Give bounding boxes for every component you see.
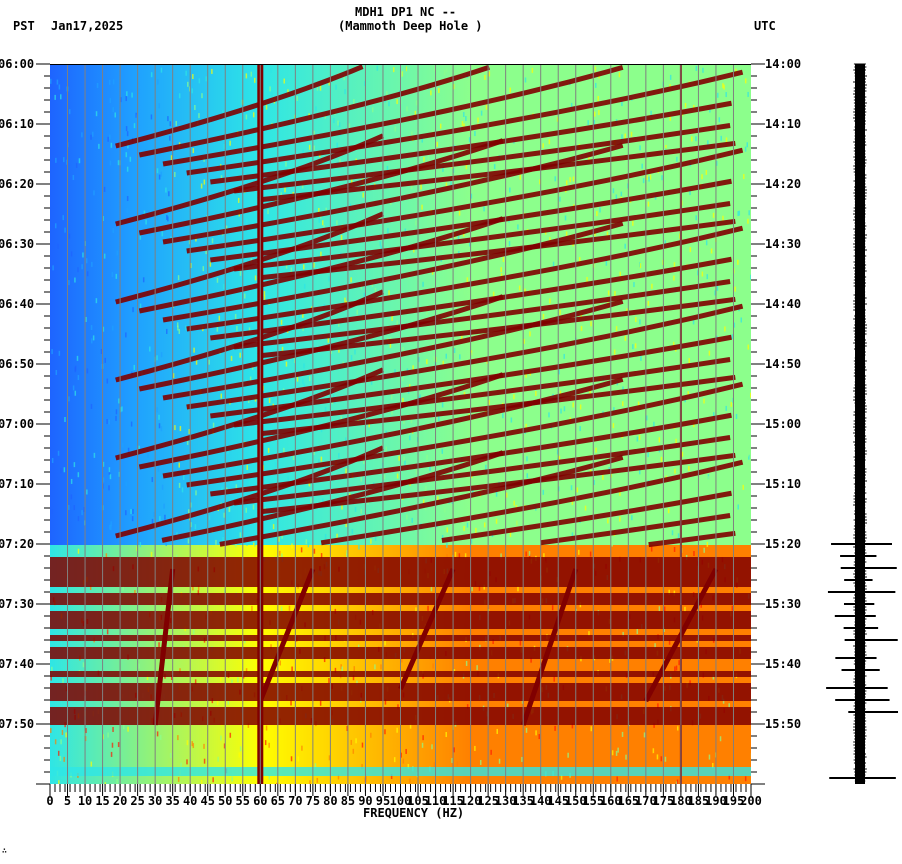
left-timezone: PST [13,19,35,33]
x-tick: 145 [547,794,570,808]
right-timezone: UTC [754,19,776,33]
x-tick: 175 [652,794,675,808]
y-tick-right: 15:20 [765,537,802,551]
x-tick: 90 [358,794,373,808]
y-tick-left: 07:20 [0,537,35,551]
y-tick-right: 14:50 [765,357,802,371]
x-tick: 15 [95,794,110,808]
x-tick: 140 [529,794,552,808]
spectrogram-plot [50,64,751,784]
x-tick: 30 [147,794,163,808]
x-tick: 10 [77,794,93,808]
x-tick: 0 [46,794,54,808]
x-tick: 190 [705,794,727,808]
x-tick: 95 [375,794,391,808]
footer-mark: ∴ [2,846,7,855]
x-tick: 40 [182,794,198,808]
y-tick-left: 07:50 [0,717,35,731]
y-tick-right: 15:10 [765,477,802,491]
x-tick: 75 [305,794,321,808]
x-tick: 200 [740,794,762,808]
x-tick: 150 [564,794,587,808]
y-tick-left: 07:30 [0,597,35,611]
x-tick: 130 [494,794,517,808]
x-tick: 80 [323,794,338,808]
y-tick-left: 06:00 [0,57,35,71]
y-tick-left: 06:10 [0,117,35,131]
x-tick: 165 [617,794,640,808]
x-tick: 120 [459,794,482,808]
y-tick-left: 07:40 [0,657,35,671]
y-tick-right: 14:40 [765,297,802,311]
y-tick-right: 14:00 [765,57,802,71]
x-tick: 110 [424,794,447,808]
x-tick: 60 [253,794,268,808]
x-tick: 195 [722,794,745,808]
y-tick-left: 06:40 [0,297,35,311]
x-tick: 35 [165,794,180,808]
x-tick: 45 [200,794,215,808]
x-tick: 155 [582,794,605,808]
x-tick: 115 [442,794,464,808]
x-tick: 160 [599,794,622,808]
y-tick-left: 06:20 [0,177,35,191]
y-tick-right: 15:30 [765,597,802,611]
x-tick: 5 [63,794,72,808]
x-tick: 25 [130,794,145,808]
x-tick: 100 [389,794,412,808]
x-tick: 125 [477,794,499,808]
y-tick-right: 14:10 [765,117,802,131]
x-tick: 50 [218,794,233,808]
x-tick: 55 [235,794,250,808]
x-tick: 65 [270,794,286,808]
x-tick: 85 [340,794,356,808]
y-tick-right: 15:00 [765,417,802,431]
x-tick: 185 [687,794,710,808]
x-axis-title: FREQUENCY (HZ) [363,806,465,820]
date-label: Jan17,2025 [51,19,124,33]
y-tick-left: 07:00 [0,417,35,431]
spectrogram-image [50,65,751,784]
x-tick: 105 [407,794,429,808]
y-tick-right: 14:30 [765,237,802,251]
seismogram-trace [826,63,899,784]
y-tick-left: 06:30 [0,237,35,251]
station-line: MDH1 DP1 NC -- [355,5,457,19]
y-tick-left: 07:10 [0,477,35,491]
station-name: (Mammoth Deep Hole ) [338,19,483,33]
x-tick: 135 [512,794,535,808]
x-tick: 170 [635,794,657,808]
x-tick: 180 [670,794,692,808]
y-tick-right: 15:50 [765,717,802,731]
y-tick-left: 06:50 [0,357,35,371]
y-tick-right: 14:20 [765,177,802,191]
y-tick-right: 15:40 [765,657,802,671]
x-tick: 70 [288,794,303,808]
x-tick: 20 [112,794,128,808]
